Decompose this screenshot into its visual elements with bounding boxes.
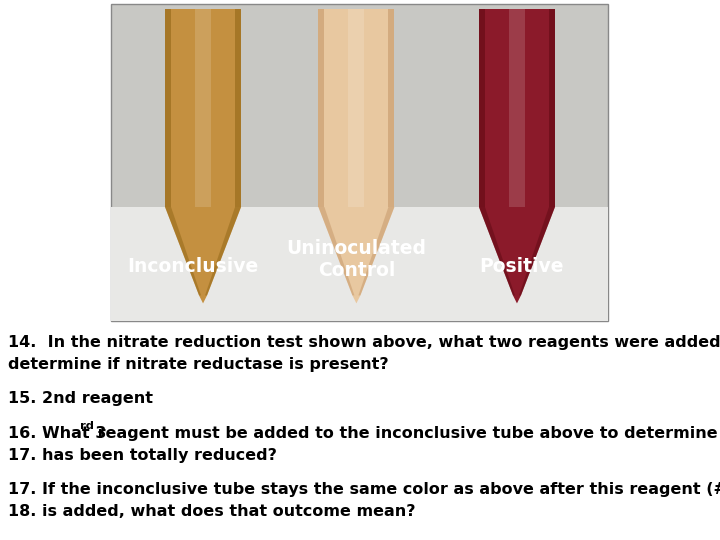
Bar (165, 9, 171, 207)
Bar (509, 9, 525, 207)
Bar (111, 4, 608, 321)
Bar (235, 9, 241, 207)
Text: 17. If the inconclusive tube stays the same color as above after this reagent (#: 17. If the inconclusive tube stays the s… (8, 482, 720, 497)
Text: Uninoculated
Control: Uninoculated Control (287, 239, 426, 280)
Text: Positive: Positive (480, 256, 564, 275)
Polygon shape (205, 207, 241, 295)
Text: 17. has been totally reduced?: 17. has been totally reduced? (8, 448, 277, 463)
Bar (549, 9, 555, 207)
Text: 18. is added, what does that outcome mean?: 18. is added, what does that outcome mea… (8, 504, 415, 519)
Text: 14.  In the nitrate reduction test shown above, what two reagents were added to: 14. In the nitrate reduction test shown … (8, 335, 720, 350)
Bar (318, 9, 325, 207)
Bar (111, 207, 608, 321)
Text: 16. What 3: 16. What 3 (8, 426, 107, 441)
Bar (318, 9, 395, 207)
Bar (388, 9, 395, 207)
Bar (195, 9, 211, 207)
Polygon shape (165, 207, 241, 303)
Polygon shape (479, 207, 555, 303)
Text: Inconclusive: Inconclusive (127, 256, 258, 275)
Bar (479, 9, 485, 207)
Polygon shape (165, 207, 201, 295)
Bar (479, 9, 555, 207)
Bar (348, 9, 364, 207)
Polygon shape (359, 207, 395, 295)
Polygon shape (318, 207, 395, 303)
Text: 15. 2nd reagent: 15. 2nd reagent (8, 392, 153, 407)
Polygon shape (318, 207, 354, 295)
Text: reagent must be added to the inconclusive tube above to determine if nitrate: reagent must be added to the inconclusiv… (92, 426, 720, 441)
Polygon shape (479, 207, 515, 295)
Bar (165, 9, 241, 207)
Text: rd: rd (81, 421, 94, 431)
Text: determine if nitrate reductase is present?: determine if nitrate reductase is presen… (8, 357, 389, 372)
Polygon shape (519, 207, 555, 295)
